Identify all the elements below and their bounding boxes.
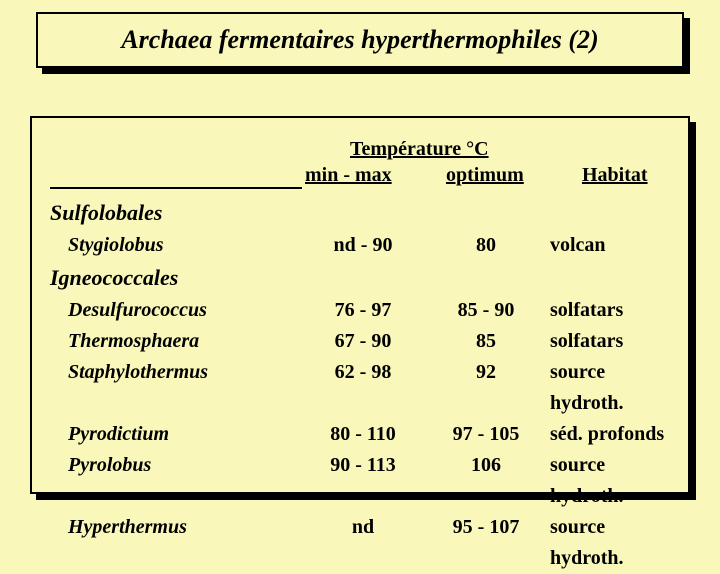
species-optimum: 97 - 105 [428,419,544,450]
species-optimum: 85 [428,326,544,357]
species-name: Pyrodictium [50,419,298,450]
species-minmax: 90 - 113 [298,450,428,512]
species-habitat: solfatars [544,295,670,326]
species-minmax: nd [298,512,428,574]
species-name: Thermosphaera [50,326,298,357]
species-habitat: séd. profonds [544,419,670,450]
order-name: Igneococcales [50,265,670,291]
species-minmax: 67 - 90 [298,326,428,357]
table-row: Thermosphaera 67 - 90 85 solfatars [50,326,670,357]
table-row: Desulfurococcus 76 - 97 85 - 90 solfatar… [50,295,670,326]
table-row: Pyrolobus 90 - 113 106 source hydroth. [50,450,670,512]
species-name: Pyrolobus [50,450,298,512]
species-minmax: 62 - 98 [298,357,428,419]
table-row: Hyperthermus nd 95 - 107 source hydroth. [50,512,670,574]
species-optimum: 85 - 90 [428,295,544,326]
species-optimum: 92 [428,357,544,419]
table-row: Pyrodictium 80 - 110 97 - 105 séd. profo… [50,419,670,450]
content-box: Température °C min - max optimum Habitat… [30,116,690,494]
species-name: Desulfurococcus [50,295,298,326]
title-box: Archaea fermentaires hyperthermophiles (… [36,12,684,68]
header-habitat: Habitat [582,164,648,187]
species-optimum: 80 [428,230,544,261]
species-habitat: source hydroth. [544,512,670,574]
species-name: Staphylothermus [50,357,298,419]
header-minmax: min - max [305,164,392,187]
species-habitat: source hydroth. [544,357,670,419]
header-underline [50,187,302,189]
table-header: Température °C min - max optimum Habitat [50,130,670,196]
table-row: Staphylothermus 62 - 98 92 source hydrot… [50,357,670,419]
species-name: Stygiolobus [50,230,298,261]
header-temperature: Température °C [350,138,489,161]
species-habitat: volcan [544,230,670,261]
species-minmax: 76 - 97 [298,295,428,326]
species-optimum: 106 [428,450,544,512]
table-row: Stygiolobus nd - 90 80 volcan [50,230,670,261]
species-name: Hyperthermus [50,512,298,574]
header-optimum: optimum [446,164,524,187]
species-minmax: nd - 90 [298,230,428,261]
species-habitat: solfatars [544,326,670,357]
species-optimum: 95 - 107 [428,512,544,574]
species-minmax: 80 - 110 [298,419,428,450]
page-title: Archaea fermentaires hyperthermophiles (… [121,25,598,55]
species-habitat: source hydroth. [544,450,670,512]
order-name: Sulfolobales [50,200,670,226]
